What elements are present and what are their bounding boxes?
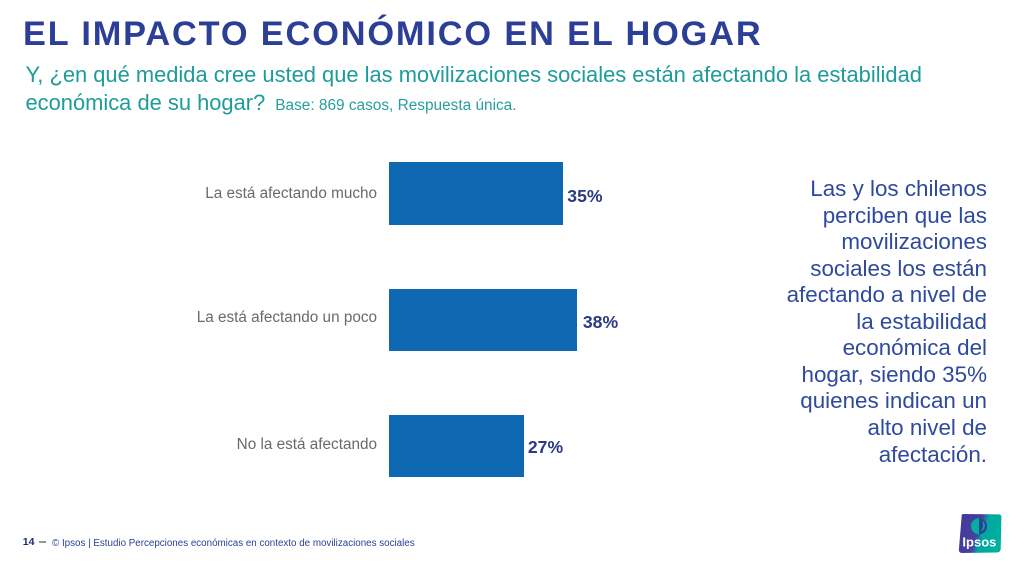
svg-text:Ipsos: Ipsos xyxy=(962,535,996,550)
